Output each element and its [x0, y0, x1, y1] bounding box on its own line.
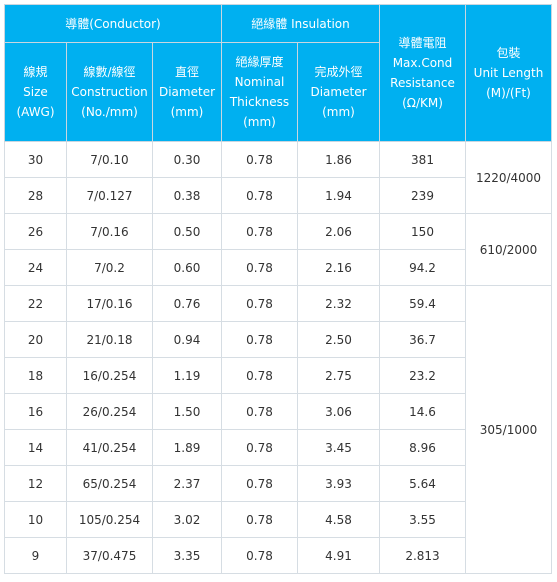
resistance-cell: 5.64: [379, 465, 466, 502]
thickness-cell: 0.78: [221, 357, 298, 394]
size-cell: 28: [4, 177, 67, 214]
size-cell: 26: [4, 213, 67, 250]
diameter-cell: 0.50: [152, 213, 222, 250]
resistance-cell: 94.2: [379, 249, 466, 286]
size-cell: 20: [4, 321, 67, 358]
construction-cell: 7/0.10: [66, 141, 153, 178]
thickness-cell: 0.78: [221, 465, 298, 502]
size-cell: 9: [4, 537, 67, 574]
resistance-cell: 2.813: [379, 537, 466, 574]
diameter-cell: 0.38: [152, 177, 222, 214]
conductor-diameter-header: 直徑 Diameter (mm): [152, 42, 222, 142]
thickness-cell: 0.78: [221, 501, 298, 538]
size-header: 線規 Size (AWG): [4, 42, 67, 142]
construction-cell: 17/0.16: [66, 285, 153, 322]
table-row: 28 7/0.127 0.38 0.78 1.94 239: [4, 177, 552, 214]
outer-diameter-cell: 2.06: [297, 213, 380, 250]
construction-header: 線數/線徑 Construction (No./mm): [66, 42, 153, 142]
size-cell: 22: [4, 285, 67, 322]
diameter-cell: 3.35: [152, 537, 222, 574]
table-row: 14 41/0.254 1.89 0.78 3.45 8.96: [4, 429, 552, 466]
resistance-cell: 36.7: [379, 321, 466, 358]
construction-cell: 65/0.254: [66, 465, 153, 502]
construction-cell: 105/0.254: [66, 501, 153, 538]
resistance-cell: 239: [379, 177, 466, 214]
insulation-group-header: 絕緣體 Insulation: [221, 4, 380, 43]
outer-diameter-cell: 3.06: [297, 393, 380, 430]
construction-cell: 41/0.254: [66, 429, 153, 466]
diameter-cell: 0.30: [152, 141, 222, 178]
construction-cell: 7/0.127: [66, 177, 153, 214]
unit-length-cell: 305/1000: [465, 285, 552, 574]
construction-cell: 16/0.254: [66, 357, 153, 394]
diameter-cell: 3.02: [152, 501, 222, 538]
cable-spec-table: 導體(Conductor) 絕緣體 Insulation 導體電阻 Max.Co…: [4, 4, 552, 574]
outer-diameter-cell: 2.16: [297, 249, 380, 286]
table-row: 16 26/0.254 1.50 0.78 3.06 14.6: [4, 393, 552, 430]
table-row: 18 16/0.254 1.19 0.78 2.75 23.2: [4, 357, 552, 394]
size-cell: 24: [4, 249, 67, 286]
thickness-cell: 0.78: [221, 213, 298, 250]
resistance-cell: 23.2: [379, 357, 466, 394]
table-row: 12 65/0.254 2.37 0.78 3.93 5.64: [4, 465, 552, 502]
size-cell: 18: [4, 357, 67, 394]
size-cell: 16: [4, 393, 67, 430]
unit-length-cell: 610/2000: [465, 213, 552, 286]
construction-cell: 26/0.254: [66, 393, 153, 430]
size-cell: 30: [4, 141, 67, 178]
diameter-cell: 1.50: [152, 393, 222, 430]
resistance-cell: 8.96: [379, 429, 466, 466]
table-row: 24 7/0.2 0.60 0.78 2.16 94.2: [4, 249, 552, 286]
outer-diameter-cell: 2.32: [297, 285, 380, 322]
thickness-cell: 0.78: [221, 429, 298, 466]
resistance-cell: 14.6: [379, 393, 466, 430]
table-row: 26 7/0.16 0.50 0.78 2.06 150 610/2000: [4, 213, 552, 286]
size-cell: 12: [4, 465, 67, 502]
thickness-header: 絕緣厚度 Nominal Thickness (mm): [221, 42, 298, 142]
unit-length-header: 包裝 Unit Length (M)/(Ft): [465, 4, 552, 142]
construction-cell: 7/0.16: [66, 213, 153, 250]
unit-length-cell: 1220/4000: [465, 141, 552, 214]
thickness-cell: 0.78: [221, 393, 298, 430]
diameter-cell: 0.60: [152, 249, 222, 286]
thickness-cell: 0.78: [221, 249, 298, 286]
resistance-cell: 3.55: [379, 501, 466, 538]
construction-cell: 37/0.475: [66, 537, 153, 574]
table-row: 30 7/0.10 0.30 0.78 1.86 381 1220/4000: [4, 141, 552, 214]
diameter-cell: 0.94: [152, 321, 222, 358]
table-row: 20 21/0.18 0.94 0.78 2.50 36.7: [4, 321, 552, 358]
resistance-cell: 59.4: [379, 285, 466, 322]
size-cell: 14: [4, 429, 67, 466]
conductor-group-header: 導體(Conductor): [4, 4, 222, 43]
thickness-cell: 0.78: [221, 537, 298, 574]
outer-diameter-cell: 4.91: [297, 537, 380, 574]
thickness-cell: 0.78: [221, 285, 298, 322]
outer-diameter-cell: 2.50: [297, 321, 380, 358]
size-cell: 10: [4, 501, 67, 538]
thickness-cell: 0.78: [221, 321, 298, 358]
resistance-cell: 381: [379, 141, 466, 178]
resistance-cell: 150: [379, 213, 466, 250]
diameter-cell: 1.19: [152, 357, 222, 394]
diameter-cell: 1.89: [152, 429, 222, 466]
table-row: 22 17/0.16 0.76 0.78 2.32 59.4 305/1000: [4, 285, 552, 574]
diameter-cell: 0.76: [152, 285, 222, 322]
outer-diameter-cell: 1.86: [297, 141, 380, 178]
thickness-cell: 0.78: [221, 141, 298, 178]
construction-cell: 21/0.18: [66, 321, 153, 358]
outer-diameter-cell: 4.58: [297, 501, 380, 538]
outer-diameter-cell: 2.75: [297, 357, 380, 394]
table-row: 9 37/0.475 3.35 0.78 4.91 2.813: [4, 537, 552, 574]
outer-diameter-header: 完成外徑 Diameter (mm): [297, 42, 380, 142]
outer-diameter-cell: 1.94: [297, 177, 380, 214]
construction-cell: 7/0.2: [66, 249, 153, 286]
diameter-cell: 2.37: [152, 465, 222, 502]
outer-diameter-cell: 3.93: [297, 465, 380, 502]
resistance-header: 導體電阻 Max.Cond Resistance (Ω/KM): [379, 4, 466, 142]
outer-diameter-cell: 3.45: [297, 429, 380, 466]
thickness-cell: 0.78: [221, 177, 298, 214]
